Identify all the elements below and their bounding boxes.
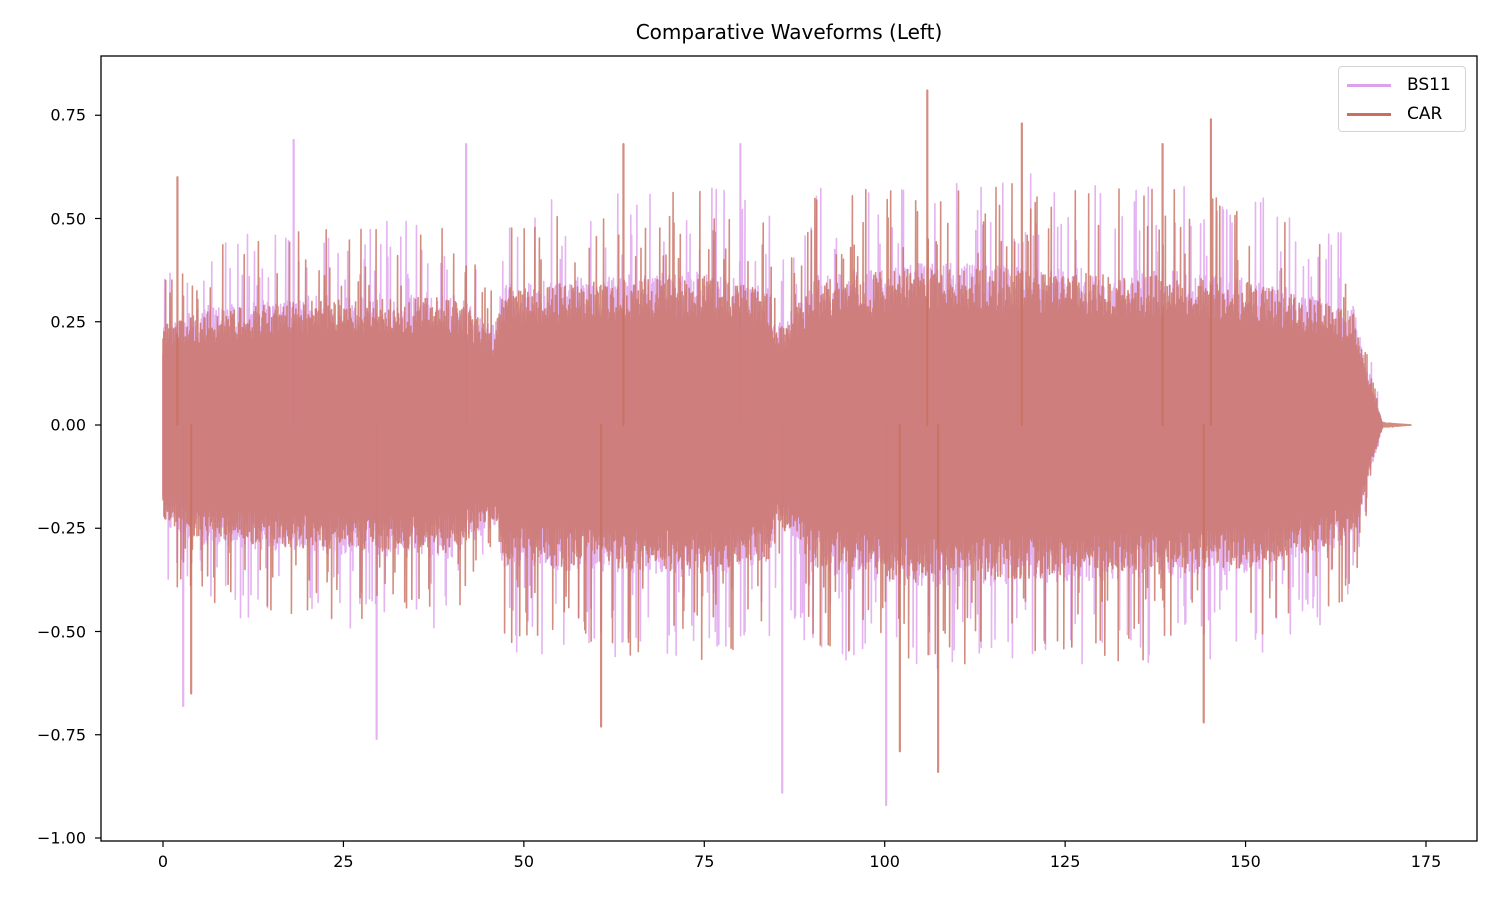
y-tick-label: −0.25: [36, 518, 86, 538]
legend-swatch-bs11: [1347, 83, 1391, 87]
x-axis-ticks: [162, 841, 1427, 847]
y-tick-label: −1.00: [36, 828, 86, 848]
y-tick-label: 0.75: [50, 105, 86, 125]
x-tick-label: 100: [869, 852, 900, 871]
axes-frame: [100, 55, 1478, 842]
x-tick-label: 50: [513, 852, 535, 871]
waveform-car: [162, 89, 1412, 774]
y-tick-label: −0.75: [36, 725, 86, 745]
y-tick-label: 0.00: [50, 415, 86, 435]
y-tick-label: −0.50: [36, 622, 86, 641]
legend: BS11 CAR: [1338, 66, 1466, 132]
legend-label-bs11: BS11: [1407, 75, 1451, 95]
y-tick-label: 0.25: [50, 312, 86, 332]
x-tick-label: 75: [694, 852, 715, 871]
legend-item-car: CAR: [1347, 104, 1442, 124]
legend-swatch-car: [1347, 112, 1391, 116]
x-tick-label: 0: [157, 852, 169, 871]
x-tick-label: 175: [1410, 852, 1442, 871]
y-tick-label: 0.50: [50, 209, 86, 228]
y-axis-ticks: [95, 114, 101, 839]
x-tick-label: 150: [1230, 852, 1261, 871]
legend-label-car: CAR: [1407, 104, 1443, 124]
x-tick-label: 125: [1049, 852, 1081, 871]
x-tick-label: 25: [333, 852, 354, 871]
legend-item-bs11: BS11: [1347, 75, 1451, 95]
chart-title: Comparative Waveforms (Left): [635, 20, 943, 44]
